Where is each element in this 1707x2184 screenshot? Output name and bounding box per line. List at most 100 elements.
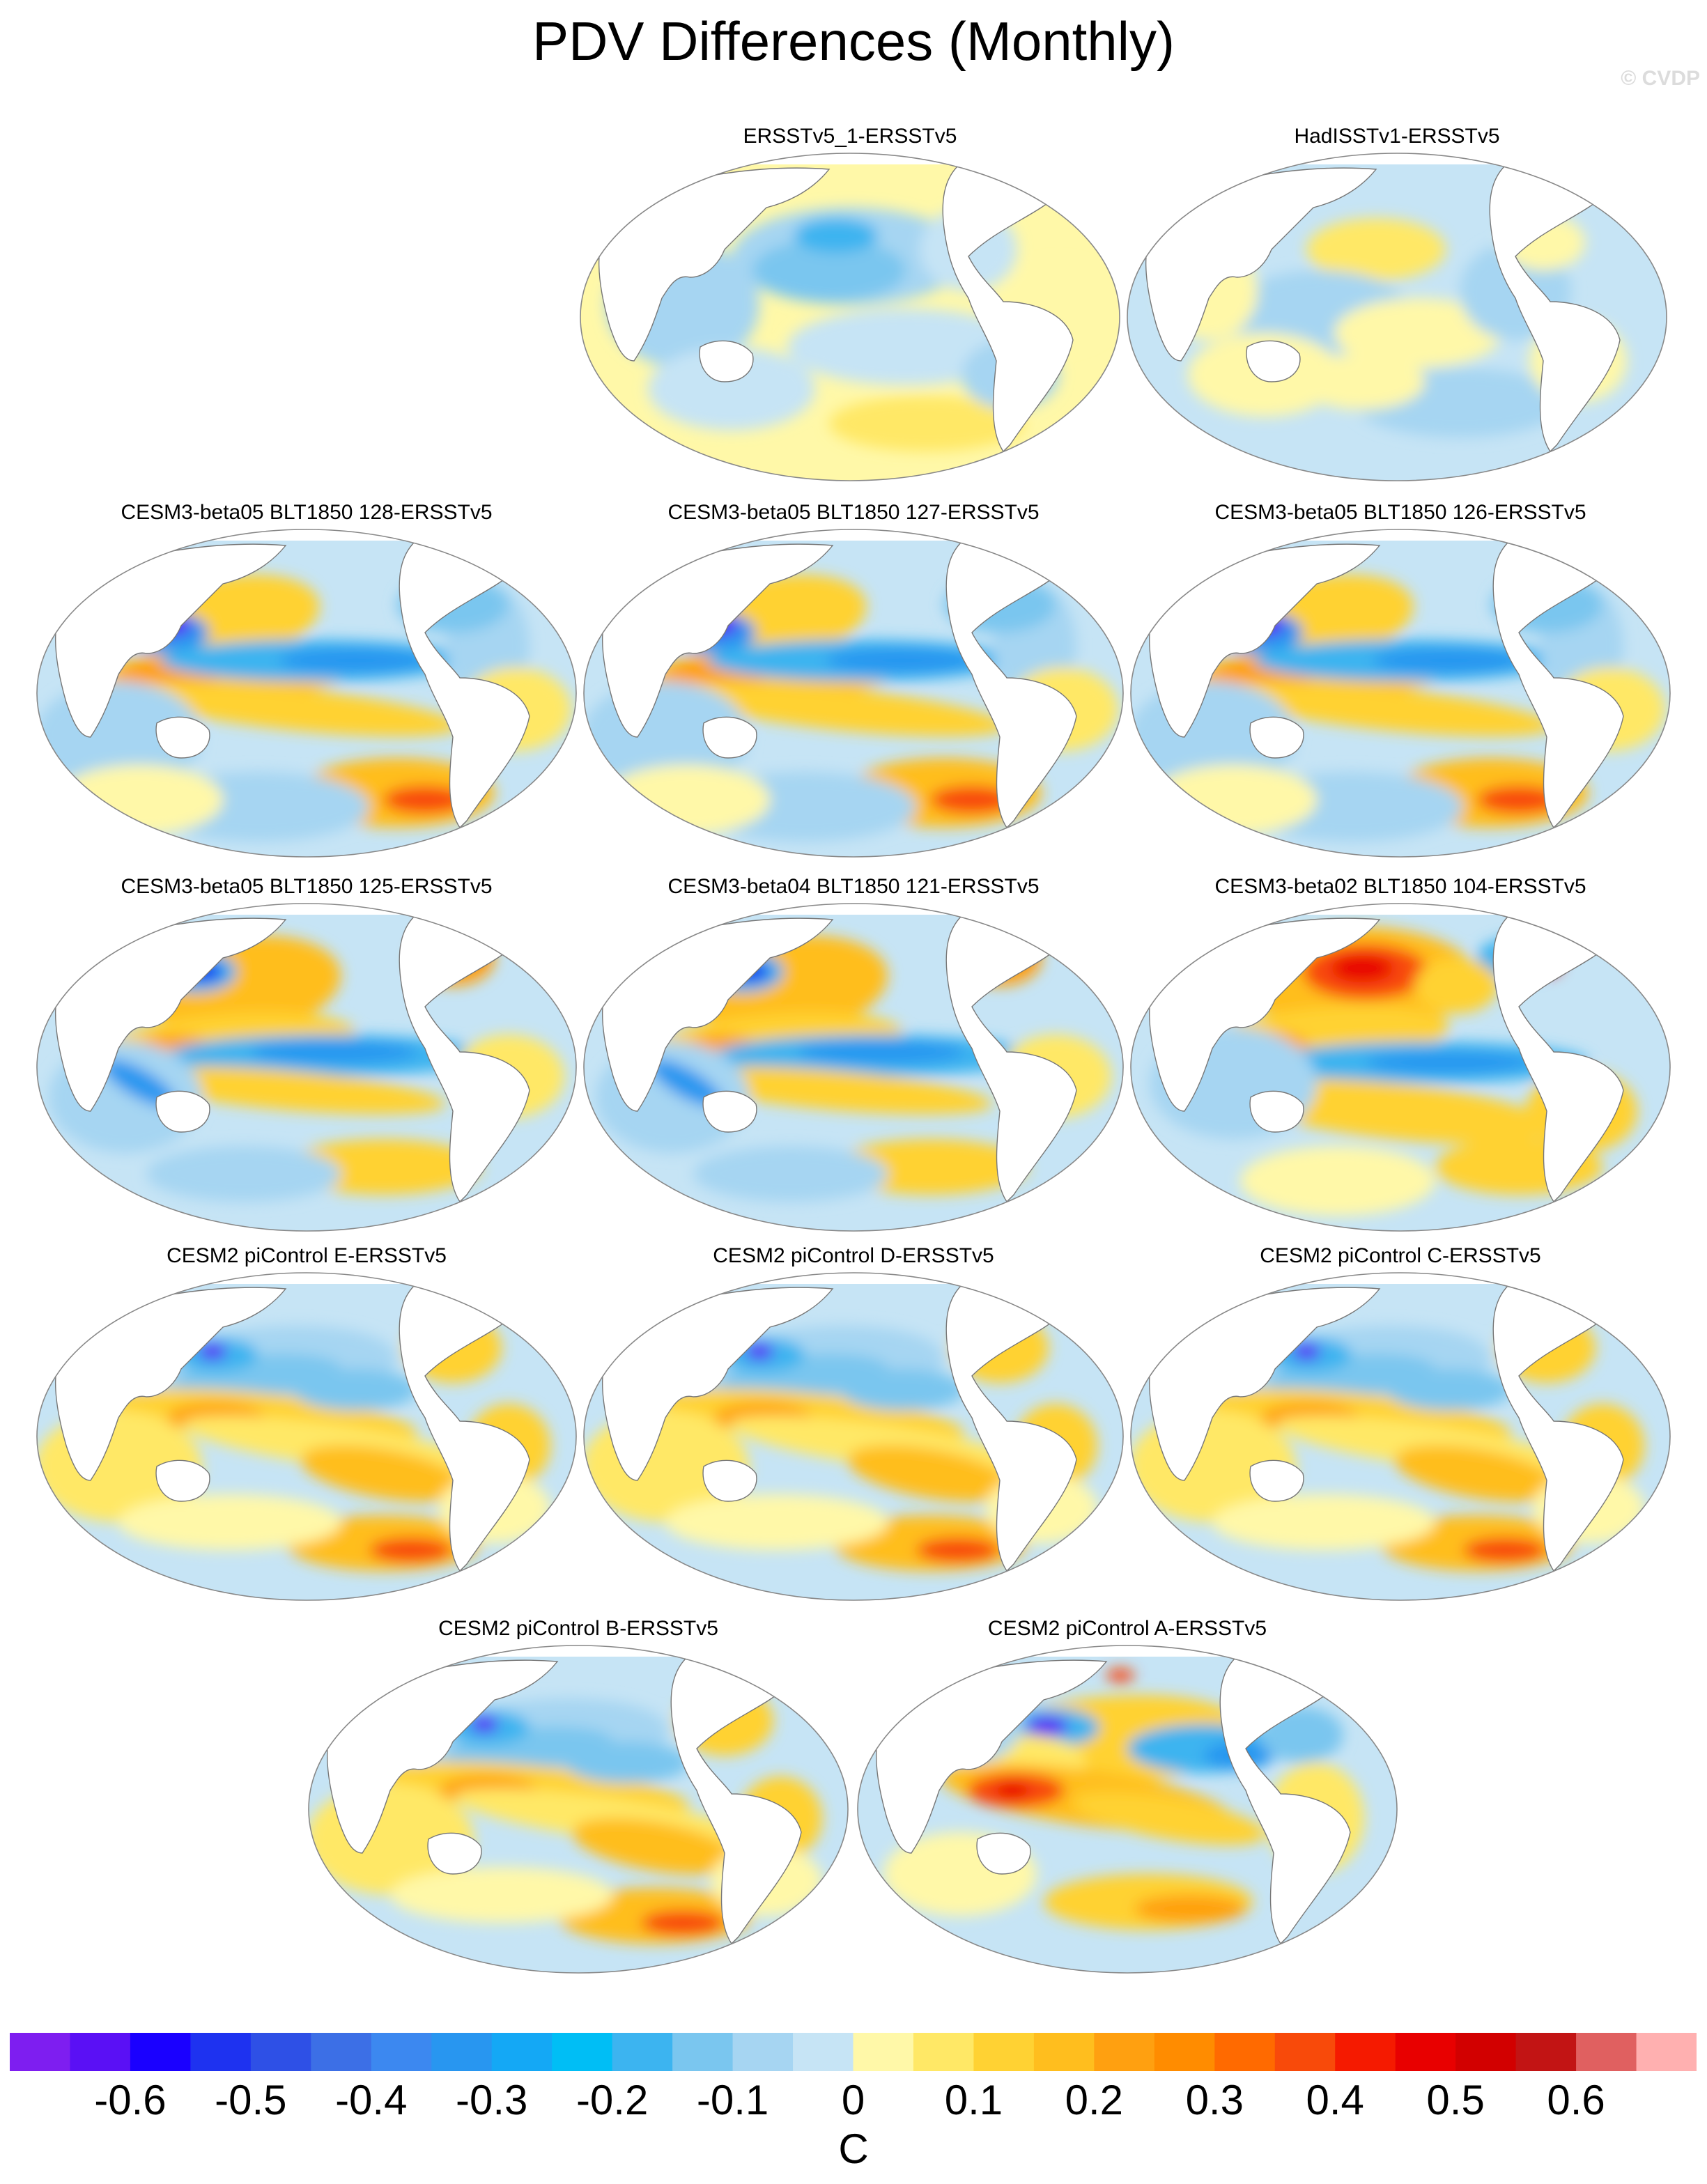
colorbar-box: [130, 2033, 191, 2071]
panel-title: CESM3-beta02 BLT1850 104-ERSSTv5: [1214, 875, 1586, 898]
colorbar-box: [311, 2033, 372, 2071]
map-globe: [583, 529, 1124, 858]
map-globe: [308, 1645, 849, 1974]
panel-title: CESM2 piControl C-ERSSTv5: [1260, 1244, 1541, 1267]
colorbar-tick-label: 0.5: [1426, 2077, 1485, 2123]
land-outline: [1489, 165, 1621, 453]
land-outline: [1249, 1459, 1304, 1502]
anomaly-blob: [1334, 298, 1501, 368]
colorbar-tick-label: -0.3: [456, 2077, 528, 2123]
land-outline: [427, 1832, 482, 1875]
anomaly-blob: [1292, 1343, 1320, 1360]
land-outline: [155, 1459, 210, 1502]
map-panel-cesm3-126: CESM3-beta05 BLT1850 126-ERSSTv5: [1129, 500, 1672, 862]
land-outline: [1249, 716, 1304, 759]
colorbar-box: [1154, 2033, 1215, 2071]
map-globe: [36, 903, 577, 1232]
map-panel-cesm2-e: CESM2 piControl E-ERSSTv5: [35, 1244, 578, 1606]
colorbar-box: [70, 2033, 131, 2071]
colorbar-box: [913, 2033, 975, 2071]
anomaly-blob: [293, 1369, 418, 1411]
anomaly-blob: [300, 1445, 466, 1502]
land-outline: [1492, 541, 1624, 829]
anomaly-blob: [251, 1041, 418, 1063]
map-globe: [1127, 153, 1667, 481]
panel-title: CESM3-beta04 BLT1850 121-ERSSTv5: [667, 875, 1040, 898]
colorbar-units-label: C: [838, 2125, 869, 2172]
anomaly-blob: [829, 396, 1024, 451]
land-outline: [1492, 915, 1624, 1203]
colorbar-box: [1274, 2033, 1336, 2071]
anomaly-blob: [930, 786, 1014, 814]
panel-title: CESM3-beta05 BLT1850 128-ERSSTv5: [121, 501, 493, 524]
land-outline: [1492, 1285, 1624, 1572]
land-outline: [702, 716, 757, 759]
anomaly-blob: [56, 765, 223, 835]
anomaly-blob: [279, 648, 432, 673]
globe-border: [1127, 153, 1667, 481]
colorbar-tick-label: -0.1: [696, 2077, 769, 2123]
colorbar-box: [1395, 2033, 1456, 2071]
colorbar-tick-label: 0.3: [1185, 2077, 1244, 2123]
map-globe: [36, 529, 577, 858]
land-outline: [1249, 1090, 1304, 1133]
colorbar-tick-label: -0.4: [335, 2077, 408, 2123]
land-outline: [155, 716, 210, 759]
colorbar-box: [853, 2033, 914, 2071]
anomaly-blob: [798, 1041, 965, 1063]
land-outline: [942, 165, 1074, 453]
anomaly-blob: [1366, 1052, 1533, 1073]
colorbar-box: [491, 2033, 553, 2071]
land-outline: [1219, 1657, 1351, 1945]
colorbar-box: [672, 2033, 734, 2071]
anomaly-blob: [102, 1059, 176, 1108]
colorbar-box: [1033, 2033, 1095, 2071]
map-panel-cesm3-128: CESM3-beta05 BLT1850 128-ERSSTv5: [35, 500, 578, 862]
globe-border: [583, 529, 1124, 858]
anomaly-blob: [1240, 1146, 1435, 1216]
anomaly-blob: [126, 682, 459, 736]
colorbar-box: [10, 2033, 71, 2071]
anomaly-blob: [1299, 354, 1425, 410]
land-outline: [702, 1459, 757, 1502]
land-outline: [945, 1285, 1077, 1572]
map-globe: [857, 1645, 1398, 1974]
anomaly-blob: [1026, 1717, 1068, 1736]
map-globe: [583, 903, 1124, 1232]
colorbar-box: [1636, 2033, 1697, 2071]
anomaly-blob: [1150, 765, 1317, 835]
anomaly-blob: [564, 1742, 690, 1783]
anomaly-blob: [383, 786, 467, 814]
land-outline: [399, 541, 530, 829]
colorbar-box: [1455, 2033, 1517, 2071]
map-globe: [583, 1272, 1124, 1601]
anomaly-blob: [1106, 1668, 1134, 1682]
colorbar-box: [371, 2033, 432, 2071]
colorbar-box: [1515, 2033, 1577, 2071]
colorbar-tick-label: 0.1: [944, 2077, 1003, 2123]
map-globe: [1130, 1272, 1671, 1601]
map-panel-cesm3-104: CESM3-beta02 BLT1850 104-ERSSTv5: [1129, 874, 1672, 1237]
panel-title: ERSSTv5_1-ERSSTv5: [743, 125, 957, 148]
map-panel-cesm2-d: CESM2 piControl D-ERSSTv5: [582, 1244, 1125, 1606]
colorbar-tick-label: 0.4: [1306, 2077, 1364, 2123]
anomaly-blob: [369, 1538, 453, 1563]
anomaly-blob: [673, 682, 1006, 736]
panel-title: CESM2 piControl A-ERSSTv5: [987, 1617, 1267, 1640]
colorbar-tick-label: 0: [841, 2077, 865, 2123]
anomaly-blob: [1306, 218, 1446, 281]
anomaly-blob: [1463, 1538, 1547, 1563]
map-globe: [36, 1272, 577, 1601]
map-globe: [1130, 903, 1671, 1232]
globe-border: [36, 903, 577, 1232]
anomaly-blob: [995, 1782, 1030, 1799]
anomaly-blob: [1394, 1445, 1560, 1502]
map-panel-cesm3-121: CESM3-beta04 BLT1850 121-ERSSTv5: [582, 874, 1125, 1237]
panel-title: CESM3-beta05 BLT1850 127-ERSSTv5: [667, 501, 1040, 524]
colorbar-box: [431, 2033, 493, 2071]
map-panel-cesm3-127: CESM3-beta05 BLT1850 127-ERSSTv5: [582, 500, 1125, 862]
anomaly-blob: [1073, 1791, 1265, 1845]
panel-title: CESM2 piControl D-ERSSTv5: [713, 1244, 994, 1267]
anomaly-blob: [794, 218, 878, 253]
map-panel-cesm2-a: CESM2 piControl A-ERSSTv5: [856, 1616, 1399, 1978]
